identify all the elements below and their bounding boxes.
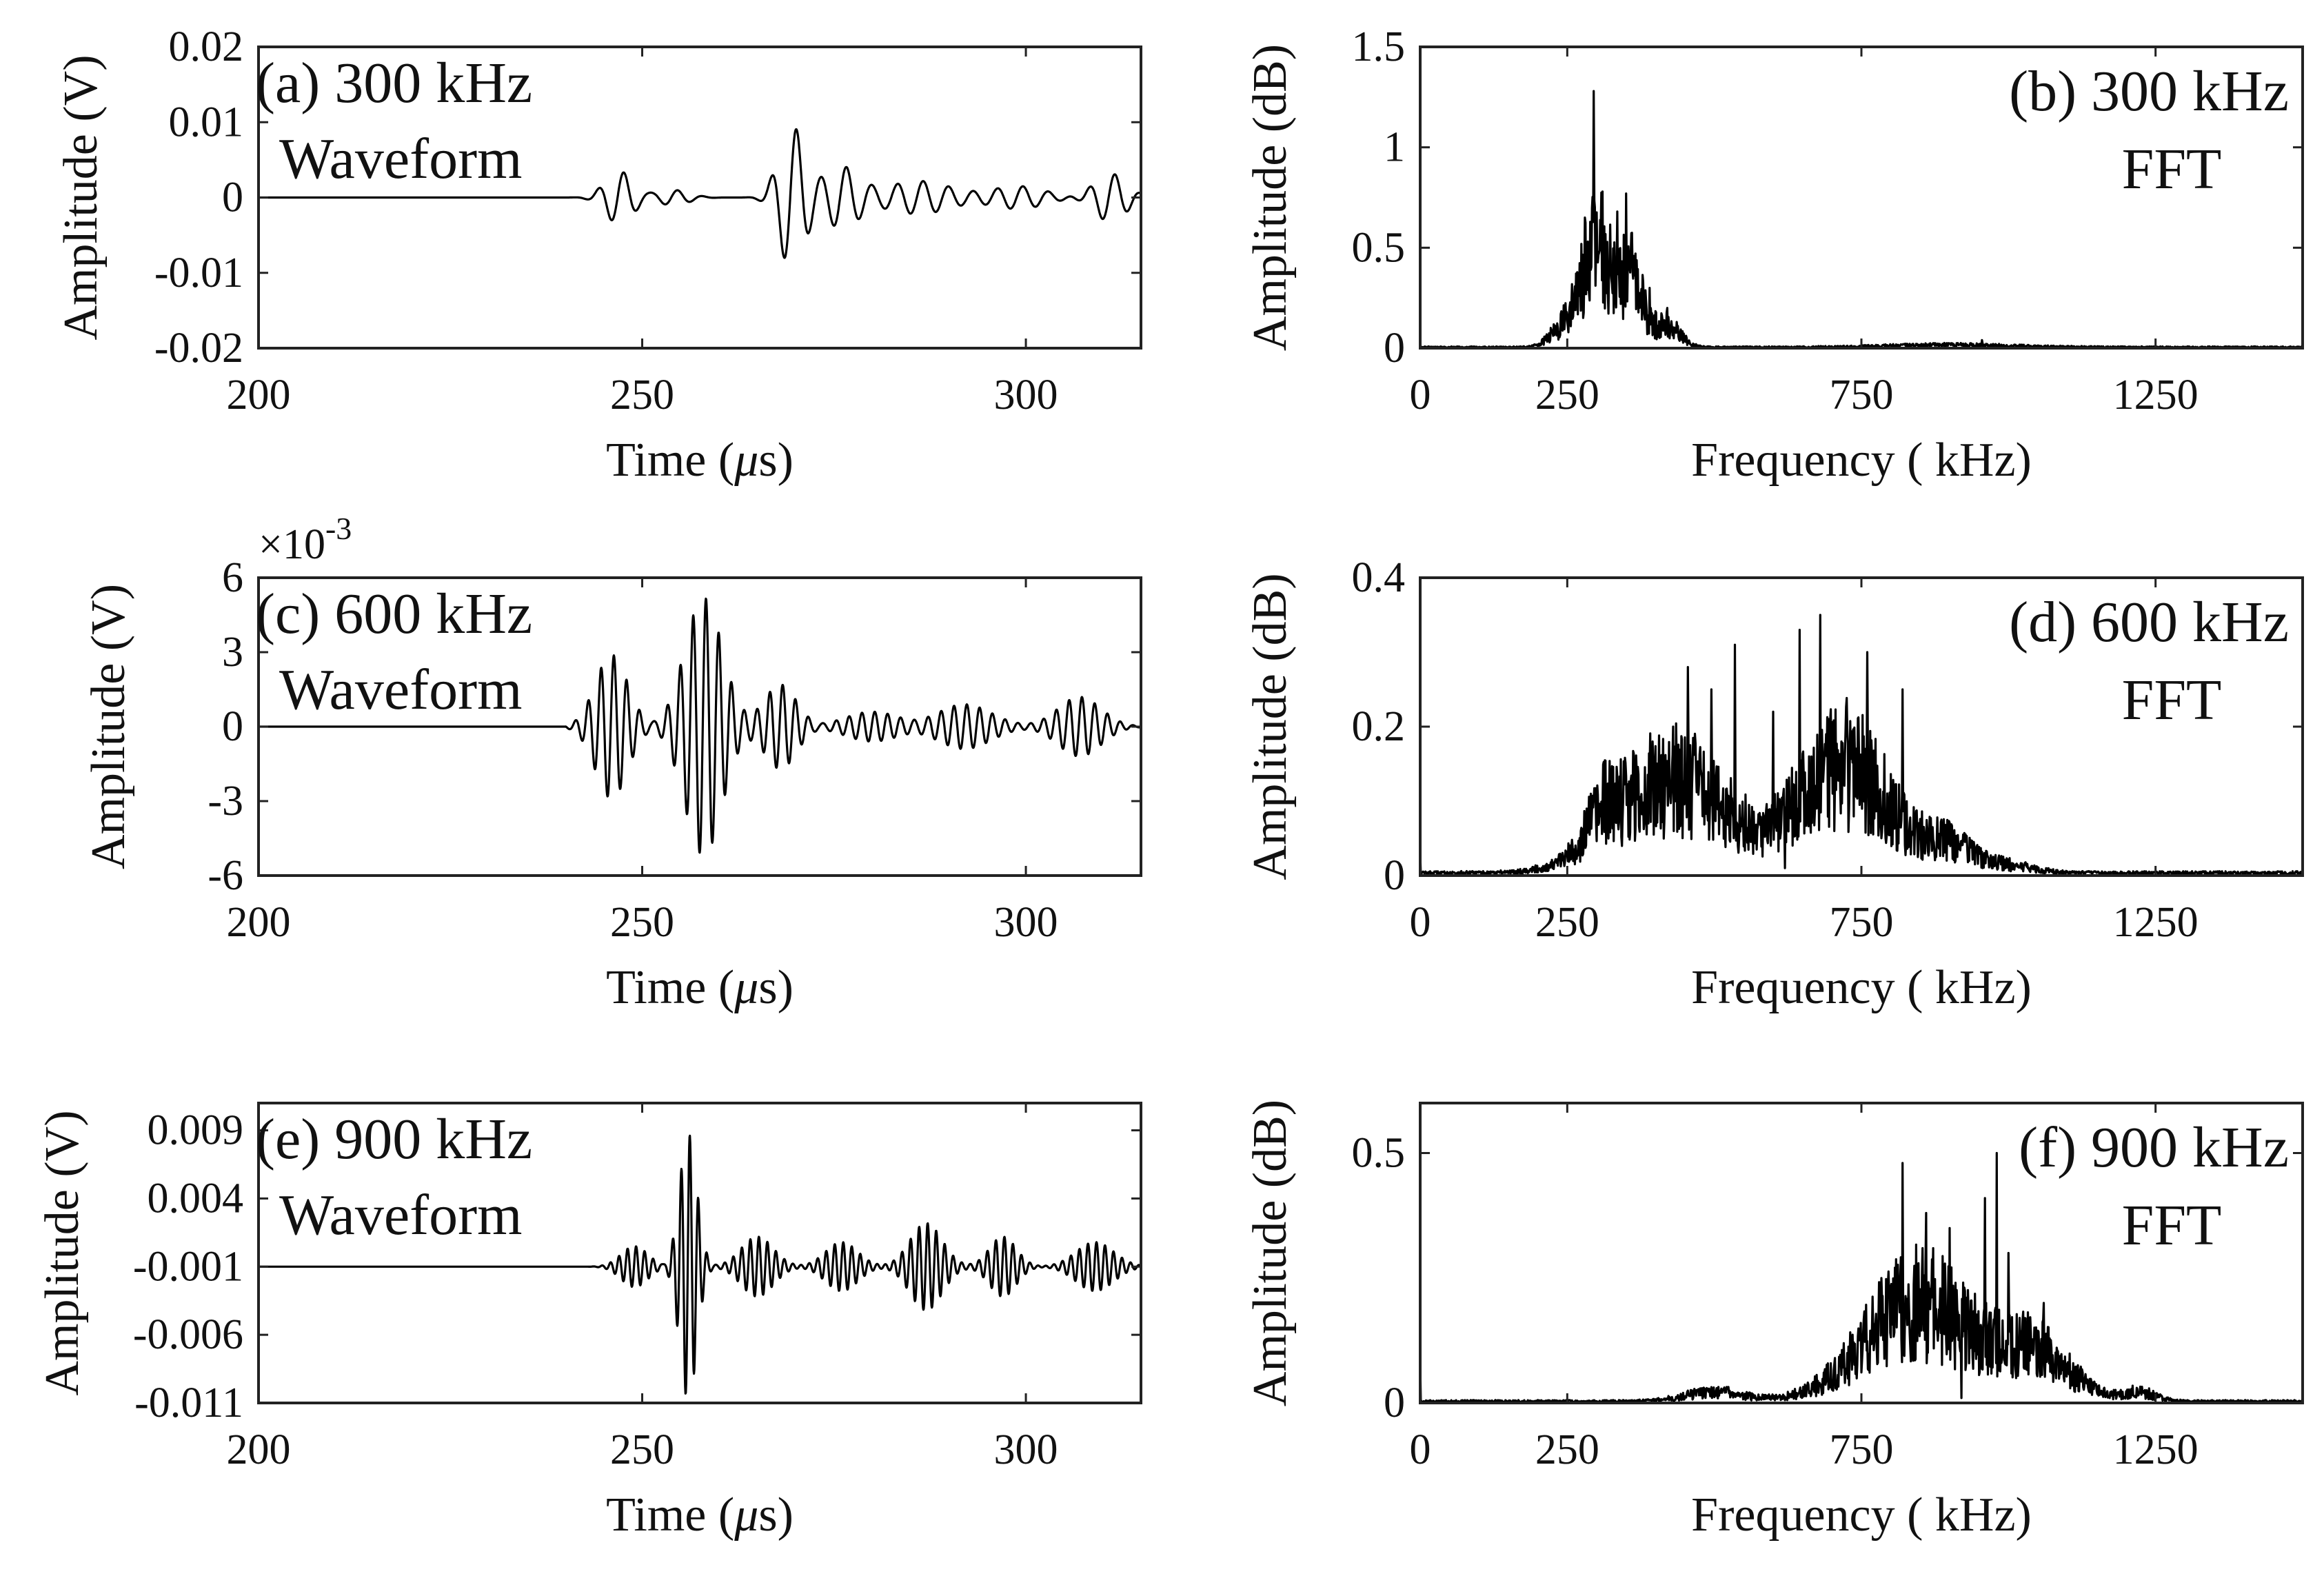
x-tick-label: 300 xyxy=(994,372,1058,418)
y-tick-label: -0.011 xyxy=(134,1380,243,1426)
y-tick-label: 0.4 xyxy=(1352,554,1406,601)
x-tick-label: 750 xyxy=(1830,1426,1894,1473)
y-tick-label: 0.2 xyxy=(1352,703,1406,750)
x-tick-label: 1250 xyxy=(2113,1426,2199,1473)
x-axis-label-mu: μ xyxy=(734,961,758,1014)
y-axis-label-c: Amplitude (V) xyxy=(82,584,135,869)
y-tick-label: 0.004 xyxy=(148,1175,244,1222)
x-axis-label-d: Frequency ( kHz) xyxy=(1691,961,2032,1014)
y-axis-label-d: Amplitude (dB) xyxy=(1244,573,1297,880)
series-line-e xyxy=(259,1134,1141,1395)
y-tick-label: -0.01 xyxy=(154,250,243,296)
x-axis-label-part: s) xyxy=(758,961,794,1014)
y-axis-label-a: Amplitude (V) xyxy=(54,54,108,340)
x-axis-label-part: Time ( xyxy=(606,1488,734,1542)
y-tick-label: 0 xyxy=(1384,852,1405,899)
x-tick-label: 250 xyxy=(610,899,674,946)
y-tick-label: 6 xyxy=(222,554,243,601)
x-axis-label-e: Time (μs) xyxy=(606,1488,794,1542)
panel-sublabel-a: Waveform xyxy=(279,127,522,191)
x-axis-label-part: Time ( xyxy=(606,434,734,487)
panel-label-b: (b) 300 kHz xyxy=(2009,59,2289,123)
y-tick-label: 1.5 xyxy=(1352,23,1406,70)
x-tick-label: 300 xyxy=(994,899,1058,946)
x-tick-label: 750 xyxy=(1830,372,1894,418)
x-tick-label: 750 xyxy=(1830,899,1894,946)
series-line-f xyxy=(1420,1151,2303,1403)
x-tick-label: 0 xyxy=(1410,899,1431,946)
x-tick-label: 0 xyxy=(1410,1426,1431,1473)
y-tick-label: 0.02 xyxy=(169,23,244,70)
x-tick-label: 250 xyxy=(610,372,674,418)
y-scale-factor: ×10-3 xyxy=(259,511,352,568)
panel-sublabel-f: FFT xyxy=(2122,1193,2222,1257)
x-axis-label-a: Time (μs) xyxy=(606,434,794,487)
x-tick-label: 250 xyxy=(610,1426,674,1473)
panel-sublabel-e: Waveform xyxy=(279,1183,522,1247)
x-axis-label-c: Time (μs) xyxy=(606,961,794,1014)
y-tick-label: 0.5 xyxy=(1352,224,1406,271)
panel-b: 0 250 750 1250 0 0.5 1 1.5 Frequency ( kHz) Ampli… xyxy=(1244,23,2304,487)
x-tick-label: 250 xyxy=(1535,372,1599,418)
panel-label-d: (d) 600 kHz xyxy=(2009,590,2289,654)
x-axis-label-b: Frequency ( kHz) xyxy=(1691,434,2032,487)
y-axis-label-e: Amplitude (V) xyxy=(36,1110,89,1395)
y-tick-label: 0 xyxy=(222,174,243,221)
x-axis-label-f: Frequency ( kHz) xyxy=(1691,1488,2032,1542)
scale-base: ×10 xyxy=(259,521,325,568)
panel-sublabel-c: Waveform xyxy=(279,658,522,722)
y-tick-label: 0 xyxy=(1384,1380,1405,1426)
y-tick-label: -0.02 xyxy=(154,325,243,372)
y-tick-label: -0.001 xyxy=(133,1243,243,1290)
series-line-a xyxy=(259,128,1141,259)
y-tick-label: 0 xyxy=(222,703,243,750)
series-line-b xyxy=(1420,90,2303,348)
panel-sublabel-d: FFT xyxy=(2122,668,2222,732)
panel-sublabel-b: FFT xyxy=(2122,137,2222,201)
panel-label-f: (f) 900 kHz xyxy=(2019,1115,2289,1180)
x-tick-label: 300 xyxy=(994,1426,1058,1473)
y-tick-label: 0 xyxy=(1384,325,1405,372)
panel-d: 0 250 750 1250 0 0.2 0.4 Frequency ( kHz) Amplit… xyxy=(1244,554,2304,1014)
panel-f: 0 250 750 1250 0 0.5 Frequency ( kHz) Amplitude… xyxy=(1244,1100,2304,1542)
panel-a: 200 250 300 -0.02 -0.01 0 0.01 0.02 Time (μs) Amp… xyxy=(54,23,1142,487)
y-tick-label: -3 xyxy=(208,778,243,825)
y-tick-label: 3 xyxy=(222,629,243,676)
x-tick-label: 1250 xyxy=(2113,899,2199,946)
plot-frame-e xyxy=(257,1102,1142,1404)
x-tick-label: 200 xyxy=(227,899,291,946)
panel-label-e: (e) 900 kHz xyxy=(256,1107,532,1171)
x-axis-label-mu: μ xyxy=(734,1488,758,1542)
y-tick-label: -0.006 xyxy=(133,1311,243,1358)
panel-label-a: (a) 300 kHz xyxy=(256,51,532,115)
y-tick-label: -6 xyxy=(208,852,243,899)
panel-e: 200 250 300 -0.011 -0.006 -0.001 0.004 0.009 Tim… xyxy=(36,1102,1142,1542)
y-axis-label-f: Amplitude (dB) xyxy=(1244,1100,1297,1406)
scale-exponent: -3 xyxy=(325,511,352,546)
y-tick-label: 1 xyxy=(1384,124,1405,171)
y-tick-label: 0.5 xyxy=(1352,1130,1406,1177)
x-axis-label-part: s) xyxy=(758,1488,794,1542)
y-axis-label-b: Amplitude (dB) xyxy=(1244,44,1297,351)
series-line-c xyxy=(259,597,1141,854)
x-tick-label: 200 xyxy=(227,1426,291,1473)
x-axis-label-mu: μ xyxy=(734,434,758,487)
x-axis-label-part: s) xyxy=(758,434,794,487)
x-tick-label: 0 xyxy=(1410,372,1431,418)
y-tick-label: 0.01 xyxy=(169,99,244,145)
x-tick-label: 250 xyxy=(1535,899,1599,946)
x-tick-label: 250 xyxy=(1535,1426,1599,1473)
x-axis-label-part: Time ( xyxy=(606,961,734,1014)
panel-label-c: (c) 600 kHz xyxy=(256,582,532,646)
y-tick-label: 0.009 xyxy=(148,1107,244,1154)
panel-c: 200 250 300 -6 -3 0 3 6 Time (μs) Amplitude (V) ×1… xyxy=(82,511,1142,1014)
x-tick-label: 1250 xyxy=(2113,372,2199,418)
x-tick-label: 200 xyxy=(227,372,291,418)
